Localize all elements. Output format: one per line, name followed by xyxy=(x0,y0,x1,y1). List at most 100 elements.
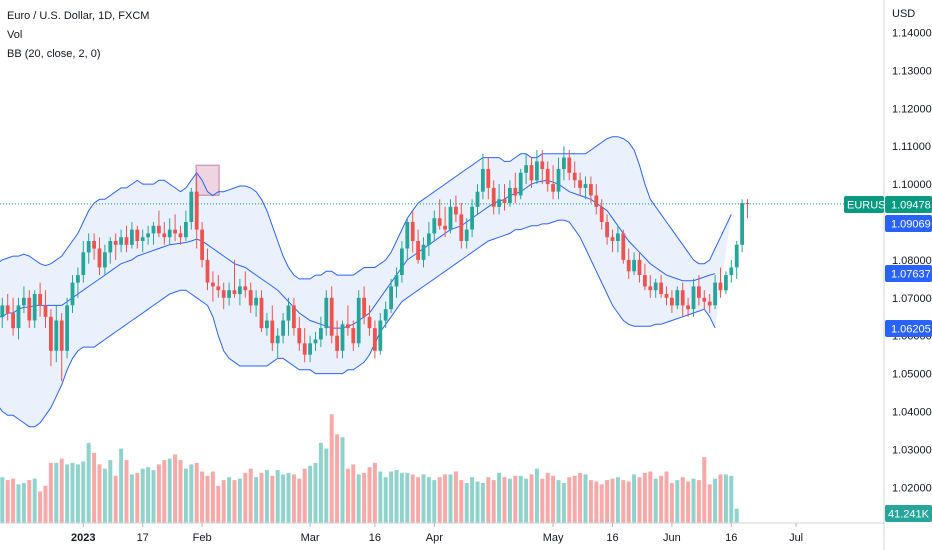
candle-body xyxy=(108,241,113,253)
candle-body xyxy=(81,252,86,275)
volume-bar xyxy=(70,462,75,523)
volume-bar xyxy=(518,475,523,523)
volume-bar xyxy=(140,468,145,523)
volume-bar xyxy=(464,483,469,523)
time-axis[interactable]: 2023 17 Feb Mar 16 Apr May 16 Jun 16 Jul xyxy=(0,0,885,550)
volume-bar xyxy=(243,472,248,523)
volume-bar xyxy=(221,480,226,523)
candle-body xyxy=(38,294,42,306)
candle-body xyxy=(232,290,237,294)
volume-bar xyxy=(696,480,701,523)
bb-upper-tag: 1.09069 xyxy=(891,219,931,231)
candle-body xyxy=(400,248,404,275)
price-tick-label: 1.02000 xyxy=(892,482,932,494)
candle-body xyxy=(643,275,647,287)
volume-bar xyxy=(156,464,161,523)
candle-body xyxy=(632,259,636,272)
volume-bar xyxy=(502,477,507,523)
candle-body xyxy=(686,305,690,310)
candle-body xyxy=(589,184,593,196)
volume-bar xyxy=(0,477,5,523)
legend-volume[interactable]: Vol xyxy=(7,29,23,41)
candle-body xyxy=(367,316,372,329)
volume-bar xyxy=(227,477,232,523)
price-tick-label: 1.12000 xyxy=(892,103,932,115)
candle-body xyxy=(292,305,296,329)
volume-bar xyxy=(707,484,712,523)
price-axis[interactable]: USD 1.14000 1.13000 1.12000 1.11000 1.10000 1… xyxy=(892,8,932,494)
price-tick-label: 1.03000 xyxy=(892,444,932,456)
candle-body xyxy=(124,237,129,245)
volume-bar xyxy=(594,481,599,523)
volume-bar xyxy=(389,471,394,523)
candle-body xyxy=(205,259,210,283)
candle-body xyxy=(626,259,631,272)
volume-bar xyxy=(48,462,53,523)
price-tags: EURUSD 1.09478 1.09069 1.07637 1.06205 4… xyxy=(844,196,932,522)
candle-body xyxy=(0,305,5,317)
volume-bar xyxy=(540,478,545,523)
legend-symbol[interactable]: Euro / U.S. Dollar, 1D, FXCM xyxy=(7,10,150,22)
candle-body xyxy=(227,290,231,298)
volume-bar xyxy=(534,468,539,523)
volume-tag: 41.241K xyxy=(888,509,930,521)
candle-body xyxy=(491,187,496,207)
candle-body xyxy=(518,172,523,196)
candle-body xyxy=(238,286,242,294)
candle-body xyxy=(740,203,744,245)
volume-bar xyxy=(524,478,529,523)
volume-bar xyxy=(270,475,275,523)
volume-bar xyxy=(151,470,156,523)
chart-legend[interactable]: Euro / U.S. Dollar, 1D, FXCM Vol BB (20,… xyxy=(7,7,149,64)
volume-bar xyxy=(302,468,307,523)
volume-bar xyxy=(113,475,118,523)
time-tick-label: 17 xyxy=(137,532,149,544)
volume-bar xyxy=(254,477,259,523)
volume-bar xyxy=(345,468,350,523)
volume-bar xyxy=(567,477,572,523)
volume-bar xyxy=(378,471,383,523)
volume-bar xyxy=(329,414,334,523)
volume-bar xyxy=(81,461,86,523)
volume-bar xyxy=(297,478,302,523)
candle-body xyxy=(297,328,302,344)
volume-bar xyxy=(588,480,593,523)
volume-bar xyxy=(5,480,10,523)
candle-body xyxy=(416,241,420,260)
candle-body xyxy=(459,214,464,241)
candle-body xyxy=(454,206,458,215)
candle-body xyxy=(664,294,669,298)
symbol-tag-bg xyxy=(844,196,884,213)
candle-body xyxy=(194,191,199,230)
candle-body xyxy=(313,339,318,344)
volume-bar xyxy=(448,474,453,523)
candle-body xyxy=(481,168,485,192)
candle-body xyxy=(670,297,674,306)
candle-body xyxy=(524,165,528,173)
bb-upper-tag-bg xyxy=(885,215,932,232)
volume-bar xyxy=(367,467,372,523)
candle-body xyxy=(113,241,118,245)
price-tick-label: 1.10000 xyxy=(892,179,932,191)
last-price-tag: 1.09478 xyxy=(891,200,931,212)
volume-bar xyxy=(691,478,696,523)
candle-body xyxy=(707,301,712,306)
volume-bar xyxy=(718,474,723,523)
volume-bar xyxy=(605,480,610,523)
candle-body xyxy=(270,320,275,344)
highlight-box-layer xyxy=(195,164,220,196)
time-tick-label: Feb xyxy=(193,532,212,544)
candle-body xyxy=(59,320,64,351)
candle-body xyxy=(616,233,620,241)
volume-bar xyxy=(642,472,647,523)
volume-bar xyxy=(410,474,415,523)
candle-body xyxy=(713,282,717,306)
candle-body xyxy=(540,161,545,169)
volume-bar xyxy=(383,477,388,523)
volume-bar xyxy=(27,480,32,523)
volume-bar xyxy=(264,470,269,523)
legend-bollinger[interactable]: BB (20, close, 2, 0) xyxy=(7,48,101,60)
volume-bar xyxy=(394,470,399,523)
volume-bar xyxy=(475,481,480,523)
